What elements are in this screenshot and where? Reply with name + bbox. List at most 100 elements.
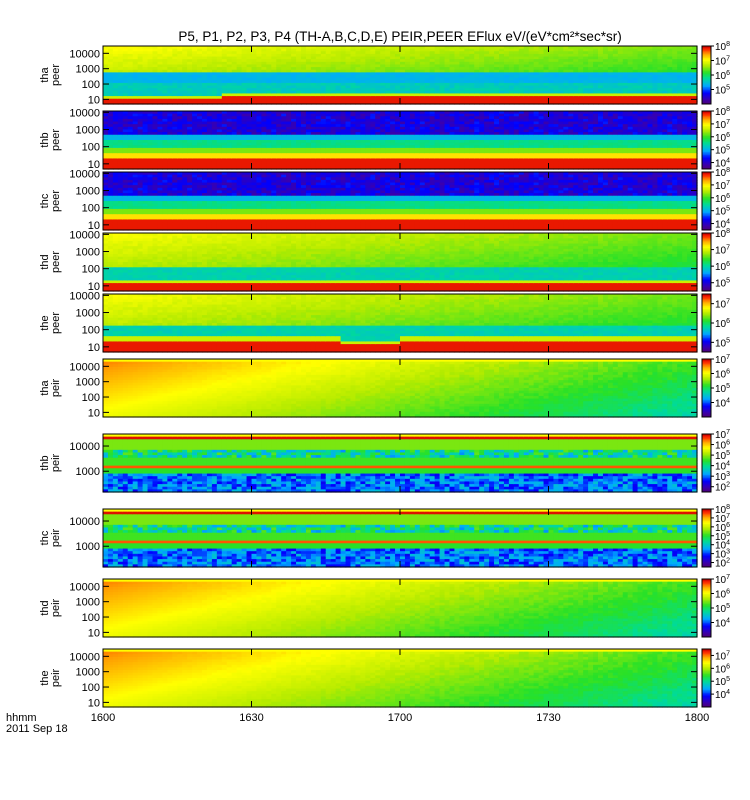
heatmap-cell	[197, 80, 203, 84]
heatmap-cell	[325, 98, 332, 102]
heatmap-cell	[132, 77, 139, 81]
heatmap-cell	[286, 88, 292, 92]
heatmap-cell	[112, 53, 119, 58]
heatmap-cell	[310, 80, 317, 84]
heatmap-cell	[142, 72, 149, 76]
heatmap-cell	[206, 59, 213, 63]
heatmap-cell	[375, 82, 381, 87]
heatmap-cell	[365, 88, 371, 92]
heatmap-cell	[182, 82, 188, 87]
heatmap-cell	[276, 64, 282, 68]
heatmap-cell	[137, 53, 144, 58]
heatmap-cell	[305, 67, 312, 71]
heatmap-cell	[380, 77, 386, 81]
heatmap-cell	[330, 69, 337, 73]
heatmap-cell	[142, 80, 149, 84]
colorbar-tick-base: 10	[715, 42, 727, 53]
heatmap-cell	[103, 53, 109, 58]
heatmap-cell	[236, 64, 243, 68]
heatmap-cell	[360, 88, 366, 92]
heatmap-cell	[167, 96, 173, 100]
heatmap-cell	[345, 48, 352, 52]
heatmap-cell	[157, 101, 163, 105]
heatmap-cell	[122, 77, 129, 81]
heatmap-cell	[211, 85, 218, 89]
heatmap-cell	[226, 82, 233, 87]
heatmap-cell	[182, 80, 188, 84]
heatmap-cell	[390, 96, 396, 100]
heatmap-cell	[246, 53, 253, 58]
heatmap-cell	[291, 80, 297, 84]
heatmap-cell	[296, 75, 302, 79]
heatmap-cell	[206, 80, 213, 84]
heatmap-cell	[281, 90, 287, 95]
heatmap-cell	[266, 51, 272, 55]
heatmap-cell	[226, 90, 233, 95]
heatmap-cell	[375, 96, 381, 100]
heatmap-cell	[236, 69, 243, 73]
heatmap-cell	[350, 46, 357, 50]
heatmap-cell	[192, 53, 198, 58]
heatmap-cell	[305, 101, 312, 105]
heatmap-cell	[350, 101, 357, 105]
heatmap-cell	[251, 101, 258, 105]
heatmap-cell	[103, 80, 109, 84]
heatmap-cell	[355, 48, 361, 52]
heatmap-cell	[236, 75, 243, 79]
heatmap-cell	[345, 69, 352, 73]
heatmap-cell	[340, 101, 347, 105]
heatmap-cell	[375, 88, 381, 92]
heatmap-cell	[132, 72, 139, 76]
heatmap-cell	[192, 96, 198, 100]
heatmap-cell	[117, 75, 124, 79]
heatmap-cell	[390, 53, 396, 58]
heatmap-cell	[231, 88, 238, 92]
heatmap-cell	[177, 61, 183, 66]
heatmap-cell	[107, 51, 114, 55]
heatmap-cell	[345, 88, 352, 92]
heatmap-cell	[296, 101, 302, 105]
heatmap-cell	[236, 96, 243, 100]
heatmap-cell	[261, 56, 267, 60]
heatmap-cell	[172, 51, 178, 55]
heatmap-cell	[301, 61, 307, 66]
heatmap-cell	[301, 85, 307, 89]
heatmap-cell	[152, 90, 159, 95]
heatmap-cell	[296, 64, 302, 68]
heatmap-cell	[266, 90, 272, 95]
heatmap-cell	[192, 72, 198, 76]
heatmap-cell	[177, 67, 183, 71]
heatmap-cell	[276, 93, 282, 97]
heatmap-cell	[370, 69, 376, 73]
heatmap-cell	[345, 59, 352, 63]
heatmap-cell	[122, 48, 129, 52]
heatmap-cell	[231, 48, 238, 52]
heatmap-cell	[137, 90, 144, 95]
heatmap-cell	[315, 46, 322, 50]
heatmap-cell	[157, 48, 163, 52]
heatmap-cell	[107, 85, 114, 89]
heatmap-cell	[103, 59, 109, 63]
heatmap-cell	[177, 82, 183, 87]
heatmap-cell	[340, 75, 347, 79]
heatmap-cell	[107, 88, 114, 92]
heatmap-cell	[226, 69, 233, 73]
heatmap-cell	[325, 82, 332, 87]
heatmap-cell	[122, 72, 129, 76]
heatmap-cell	[167, 72, 173, 76]
heatmap-cell	[172, 53, 178, 58]
heatmap-cell	[162, 101, 168, 105]
heatmap-cell	[370, 96, 376, 100]
heatmap-cell	[177, 69, 183, 73]
heatmap-cell	[370, 82, 376, 87]
heatmap-cell	[187, 85, 193, 89]
heatmap-cell	[162, 48, 168, 52]
heatmap-cell	[112, 75, 119, 79]
heatmap-cell	[276, 96, 282, 100]
heatmap-cell	[216, 59, 223, 63]
heatmap-cell	[365, 64, 371, 68]
heatmap-cell	[157, 77, 163, 81]
colorbar-tick-label: 107	[715, 56, 730, 68]
heatmap-cell	[206, 93, 213, 97]
y-tick-label: 10000	[69, 48, 100, 60]
